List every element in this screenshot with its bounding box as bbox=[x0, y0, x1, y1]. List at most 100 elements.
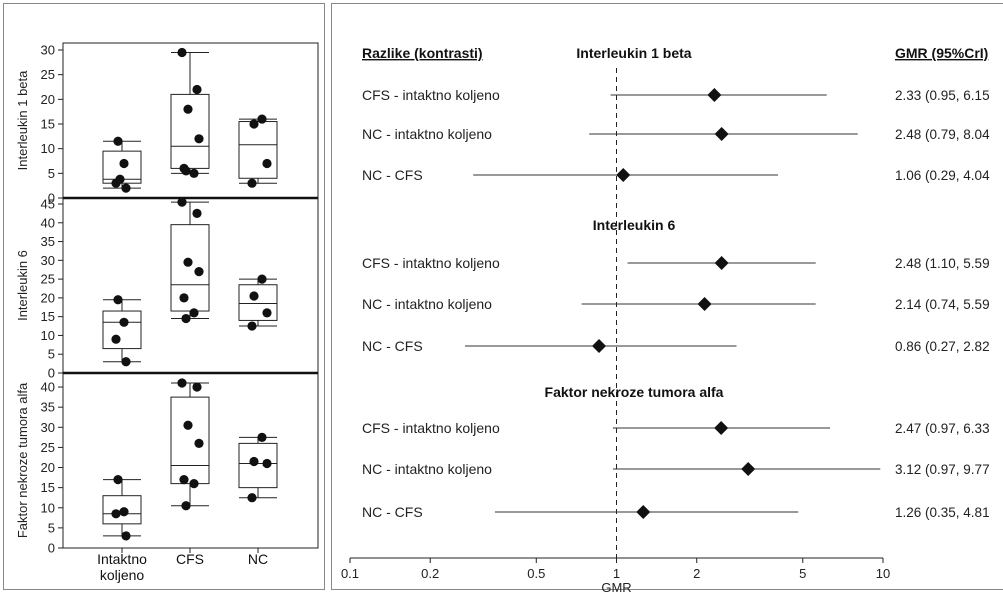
contrast-label: NC - CFS bbox=[362, 504, 423, 520]
data-point bbox=[121, 357, 131, 367]
y-tick-label: 45 bbox=[41, 197, 55, 212]
data-point bbox=[194, 438, 204, 448]
y-tick-label: 10 bbox=[41, 500, 55, 515]
header-contrasts: Razlike (kontrasti) bbox=[362, 45, 483, 61]
y-tick-label: 25 bbox=[41, 272, 55, 287]
boxplot-panel: 0 5 10 15 20 25 30 35 40 Faktor nekroze tumora al… bbox=[15, 371, 318, 556]
y-tick-label: 20 bbox=[41, 290, 55, 305]
data-point bbox=[183, 104, 193, 114]
box bbox=[238, 436, 278, 499]
data-point bbox=[179, 474, 189, 485]
data-point bbox=[249, 119, 259, 129]
data-point bbox=[177, 47, 187, 58]
gmr-value: 1.06 (0.29, 4.04 bbox=[895, 168, 990, 183]
estimate-diamond bbox=[616, 168, 631, 182]
y-tick-label: 5 bbox=[48, 166, 55, 181]
y-tick-label: 30 bbox=[41, 253, 55, 268]
y-tick-label: 40 bbox=[41, 215, 55, 230]
forest-row: NC - intaktno koljeno 2.14 (0.74, 5.59 bbox=[362, 296, 990, 312]
y-tick-label: 5 bbox=[48, 520, 55, 535]
data-point bbox=[115, 174, 125, 184]
data-point bbox=[192, 382, 202, 392]
data-point bbox=[181, 313, 191, 324]
y-tick-label: 5 bbox=[48, 347, 55, 362]
data-point bbox=[189, 308, 199, 318]
y-tick-label: 25 bbox=[41, 440, 55, 455]
data-point bbox=[183, 257, 193, 267]
box-iqr bbox=[238, 121, 278, 179]
x-tick-label: CFS bbox=[176, 551, 204, 567]
estimate-diamond bbox=[707, 88, 722, 102]
forest-group: Interleukin 6 CFS - intaktno koljeno 2.48 … bbox=[362, 217, 990, 354]
header-gmr: GMR (95%CrI) bbox=[895, 45, 988, 61]
data-point bbox=[257, 432, 267, 442]
contrast-label: CFS - intaktno koljeno bbox=[362, 87, 500, 103]
data-point bbox=[189, 168, 199, 178]
contrast-label: CFS - intaktno koljeno bbox=[362, 255, 500, 271]
box-iqr bbox=[238, 284, 278, 321]
right-panel-frame bbox=[331, 3, 1003, 590]
data-point bbox=[257, 114, 267, 124]
contrast-label: NC - intaktno koljeno bbox=[362, 126, 492, 142]
y-tick-label: 40 bbox=[41, 380, 55, 395]
forest-row: NC - CFS 0.86 (0.27, 2.82 bbox=[362, 338, 990, 354]
x-tick-label: koljeno bbox=[100, 567, 145, 583]
box bbox=[102, 299, 142, 363]
data-point bbox=[113, 136, 123, 146]
data-point bbox=[249, 291, 259, 301]
data-point bbox=[257, 274, 267, 284]
box bbox=[238, 278, 278, 327]
x-tick-label: 0.5 bbox=[527, 566, 545, 581]
forest-row: CFS - intaktno koljeno 2.48 (1.10, 5.59 bbox=[362, 255, 990, 271]
box-iqr bbox=[170, 396, 210, 485]
group-title: Interleukin 6 bbox=[593, 217, 676, 233]
gmr-value: 3.12 (0.97, 9.77 bbox=[895, 462, 990, 477]
x-tick-label: 0.2 bbox=[421, 566, 439, 581]
box-iqr bbox=[102, 310, 142, 350]
forest-row: NC - intaktno koljeno 2.48 (0.79, 8.04 bbox=[362, 126, 990, 142]
y-tick-label: 0 bbox=[48, 541, 55, 556]
y-axis-label: Interleukin 6 bbox=[15, 250, 30, 321]
y-axis-label: Interleukin 1 beta bbox=[15, 70, 30, 171]
gmr-value: 2.48 (0.79, 8.04 bbox=[895, 127, 990, 142]
estimate-diamond bbox=[714, 256, 729, 270]
data-point bbox=[189, 479, 199, 489]
data-point bbox=[262, 308, 272, 318]
data-point bbox=[192, 208, 202, 218]
data-point bbox=[121, 183, 131, 193]
data-point bbox=[181, 501, 191, 511]
estimate-diamond bbox=[714, 421, 729, 435]
data-point bbox=[113, 295, 123, 305]
box-iqr bbox=[170, 93, 210, 169]
y-tick-label: 10 bbox=[41, 328, 55, 343]
contrast-label: NC - CFS bbox=[362, 338, 423, 354]
box bbox=[238, 118, 278, 184]
left-panel-frame bbox=[3, 3, 325, 590]
x-tick-label: Intaktno bbox=[97, 551, 147, 567]
y-tick-label: 15 bbox=[41, 117, 55, 132]
x-tick-label: 0.1 bbox=[341, 566, 359, 581]
forest-row: CFS - intaktno koljeno 2.33 (0.95, 6.15 bbox=[362, 87, 990, 103]
y-tick-label: 30 bbox=[41, 420, 55, 435]
data-point bbox=[183, 420, 193, 430]
y-tick-label: 0 bbox=[48, 191, 55, 206]
boxplot-panel: 0 5 10 15 20 25 30 35 40 45 Interleukin 6 bbox=[15, 197, 318, 381]
x-tick-label: NC bbox=[248, 551, 268, 567]
estimate-diamond bbox=[714, 127, 729, 141]
contrast-label: NC - CFS bbox=[362, 167, 423, 183]
gmr-value: 1.26 (0.35, 4.81 bbox=[895, 505, 990, 520]
data-point bbox=[119, 507, 129, 517]
y-axis-label: Faktor nekroze tumora alfa bbox=[15, 382, 30, 538]
data-point bbox=[119, 158, 129, 169]
forest-row: NC - intaktno koljeno 3.12 (0.97, 9.77 bbox=[362, 461, 990, 477]
data-point bbox=[249, 456, 259, 467]
data-point bbox=[177, 197, 187, 207]
forest-row: NC - CFS 1.06 (0.29, 4.04 bbox=[362, 167, 990, 183]
data-point bbox=[179, 293, 189, 303]
y-tick-label: 0 bbox=[48, 366, 55, 381]
y-tick-label: 15 bbox=[41, 309, 55, 324]
y-tick-label: 35 bbox=[41, 234, 55, 249]
y-tick-label: 30 bbox=[41, 43, 55, 58]
estimate-diamond bbox=[741, 462, 756, 476]
